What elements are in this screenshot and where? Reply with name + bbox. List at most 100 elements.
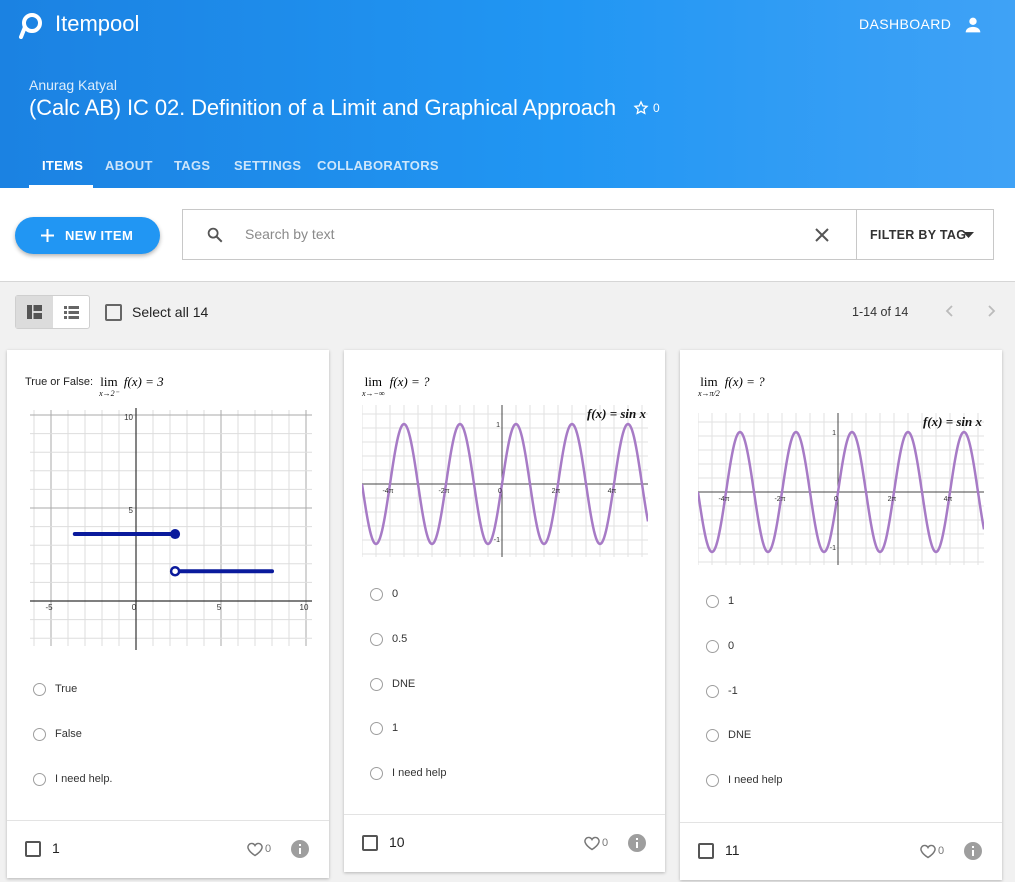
tick-label: -5 [45,603,53,612]
choice-label[interactable]: False [55,727,82,740]
item-checkbox[interactable] [362,835,378,851]
radio[interactable] [33,683,46,696]
radio[interactable] [370,677,383,691]
footer-divider [344,814,665,815]
choice-label[interactable]: 0 [728,639,735,652]
radio[interactable] [706,595,719,608]
view-toggle [15,295,90,329]
like-icon[interactable] [247,842,263,857]
radio[interactable] [370,722,383,736]
prompt: True or False: lim x→2⁻ f(x) = 3 [25,374,164,398]
radio[interactable] [706,639,719,653]
prev-page[interactable] [945,305,953,317]
prompt: lim x→−∞ f(x) = ? [362,374,429,398]
graph-legend: f(x) = sin x [587,406,647,421]
open-point [169,565,181,577]
tick-label: -4π [718,496,729,503]
choice-label[interactable]: 1 [392,722,399,735]
item-card: True or False: lim x→2⁻ f(x) = 3 10 5 -5 0 5 10 Tr… [7,350,329,878]
footer-divider [7,820,329,821]
tab-indicator [29,185,93,188]
like-count: 0 [938,845,945,857]
tick-label: 0 [834,496,838,503]
info-icon[interactable] [291,840,309,858]
clear-icon[interactable] [815,228,829,242]
radio[interactable] [33,772,46,786]
choice-label[interactable]: I need help [728,774,783,787]
like-icon[interactable] [584,836,600,851]
radio[interactable] [370,767,383,781]
nav-dashboard[interactable]: DASHBOARD [859,16,952,32]
choice-label[interactable]: 0.5 [392,632,408,645]
info-icon[interactable] [964,842,982,860]
grid-icon [27,305,42,319]
tick-label: 0 [498,488,502,495]
lim: lim [700,374,718,389]
radio[interactable] [706,684,719,698]
sine-curve [362,422,648,546]
new-item-button[interactable]: NEW ITEM [15,217,160,254]
item-card: lim x→π/2 f(x) = ? -4π -2π 0 2π 4π 1 -1 f(x) = sin… [680,350,1002,880]
tick-label: 0 [132,603,137,612]
author[interactable]: Anurag Katyal [29,77,117,93]
star-count: 0 [652,101,660,115]
closed-point [170,529,181,540]
like-icon[interactable] [920,844,936,859]
search-placeholder: Search by text [245,226,335,242]
tab[interactable]: ITEMS [42,158,84,173]
radio[interactable] [706,729,719,743]
info-bar [972,850,974,856]
select-all-label[interactable]: Select all 14 [132,304,209,320]
list-view[interactable] [64,306,79,319]
graph: 10 5 -5 0 5 10 [30,408,312,650]
expr: f(x) = ? [724,374,765,389]
brand[interactable]: Itempool [55,11,140,36]
choice-label[interactable]: -1 [728,684,738,697]
search-icon [207,227,223,243]
info-bar [636,842,638,848]
tab[interactable]: SETTINGS [234,158,302,173]
user-icon[interactable] [962,14,984,36]
item-checkbox[interactable] [698,843,714,859]
tab[interactable]: COLLABORATORS [317,158,439,173]
radio[interactable] [33,727,46,741]
search-box[interactable]: Search by text [182,209,857,260]
radio[interactable] [370,588,383,601]
lim-sub: x→−∞ [362,389,385,398]
tab[interactable]: TAGS [174,158,211,173]
choice-label[interactable]: I need help. [55,772,113,785]
next-page[interactable] [988,305,996,317]
like-count: 0 [265,843,272,855]
radio[interactable] [370,632,383,646]
radio[interactable] [706,774,719,788]
choice-label[interactable]: 0 [392,588,399,600]
choice-label[interactable]: DNE [728,729,752,742]
tick-label: 1 [496,422,500,429]
choice-label[interactable]: True [55,683,78,695]
info-icon[interactable] [628,834,646,852]
choice-label[interactable]: DNE [392,677,416,690]
choice-label[interactable]: I need help [392,767,447,780]
choice-label[interactable]: 1 [728,595,735,607]
tick-label: 4π [944,496,953,503]
grid-view[interactable] [16,296,53,328]
star-icon[interactable] [633,100,649,116]
toolbar: NEW ITEM Search by text FILTER BY TAG [0,188,1015,282]
item-checkbox[interactable] [25,841,41,857]
tab[interactable]: ABOUT [105,158,153,173]
tick-label: -1 [494,537,500,544]
filter-button[interactable]: FILTER BY TAG [856,209,994,260]
info-dot [972,846,974,848]
caret-icon [963,232,974,238]
sine-curve [698,430,984,554]
logo[interactable] [15,11,47,39]
select-all-checkbox[interactable] [105,304,122,321]
info-dot [299,844,301,846]
item-number: 10 [389,834,405,850]
footer-divider [680,822,1002,823]
expr: f(x) = ? [389,374,430,389]
tick-label: 4π [608,488,617,495]
tick-label: 5 [217,603,222,612]
tick-label: -1 [830,545,836,552]
